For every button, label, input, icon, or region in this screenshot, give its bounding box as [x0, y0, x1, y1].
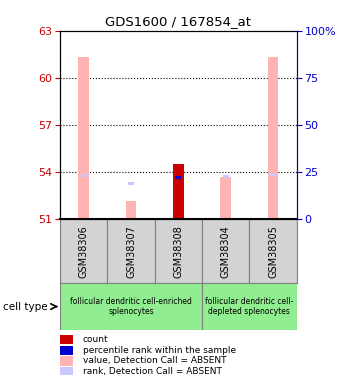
Bar — [60, 283, 202, 330]
Text: percentile rank within the sample: percentile rank within the sample — [83, 346, 236, 355]
Text: value, Detection Call = ABSENT: value, Detection Call = ABSENT — [83, 356, 226, 365]
Bar — [173, 164, 184, 219]
Bar — [202, 219, 249, 283]
Title: GDS1600 / 167854_at: GDS1600 / 167854_at — [105, 15, 251, 28]
Bar — [79, 57, 89, 219]
Text: GSM38306: GSM38306 — [79, 225, 89, 278]
Text: rank, Detection Call = ABSENT: rank, Detection Call = ABSENT — [83, 367, 221, 375]
Bar — [60, 356, 73, 366]
Text: cell type: cell type — [3, 302, 48, 312]
Bar — [202, 283, 297, 330]
Bar — [126, 201, 136, 219]
Bar — [223, 175, 229, 178]
Bar — [268, 57, 278, 219]
Bar — [107, 219, 155, 283]
Bar — [60, 335, 73, 344]
Bar — [60, 367, 73, 375]
Text: GSM38308: GSM38308 — [173, 225, 184, 278]
Bar — [249, 219, 297, 283]
Bar — [155, 219, 202, 283]
Bar — [128, 182, 134, 185]
Bar — [175, 176, 181, 179]
Bar — [270, 173, 276, 176]
Text: GSM38305: GSM38305 — [268, 225, 278, 278]
Text: count: count — [83, 335, 108, 344]
Bar — [60, 346, 73, 355]
Text: follicular dendritic cell-enriched
splenocytes: follicular dendritic cell-enriched splen… — [70, 297, 192, 316]
Text: follicular dendritic cell-
depleted splenocytes: follicular dendritic cell- depleted sple… — [205, 297, 294, 316]
Text: GSM38304: GSM38304 — [221, 225, 231, 278]
Bar — [81, 174, 87, 177]
Text: GSM38307: GSM38307 — [126, 225, 136, 278]
Bar — [60, 219, 107, 283]
Bar — [221, 177, 231, 219]
